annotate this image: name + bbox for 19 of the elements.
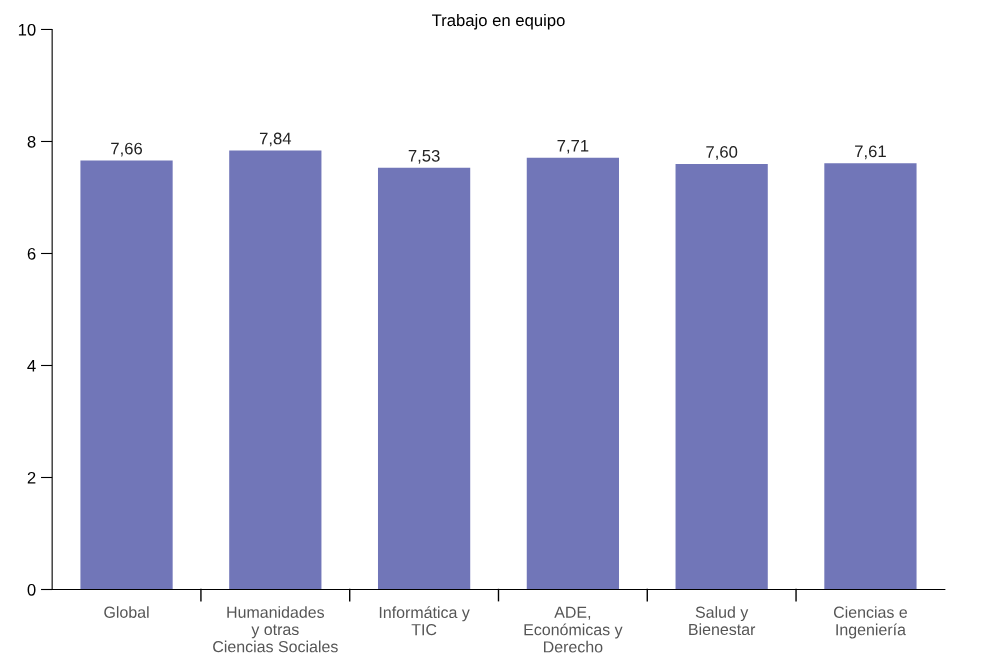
data-label: 7,53 [408, 149, 440, 164]
data-label: 7,84 [259, 132, 292, 147]
x-tick-label: Salud y Bienestar [689, 606, 756, 636]
y-tick-label: 4 [27, 360, 36, 372]
x-tick-label: Global [104, 606, 149, 618]
y-tick-label: 8 [27, 135, 36, 148]
x-tick-label: Ciencias e Ingeniería [833, 606, 908, 639]
y-tick-label: 6 [27, 247, 36, 260]
y-tick-label: 10 [18, 23, 36, 36]
x-tick-label: Humanidades y otras Ciencias Sociales [213, 606, 338, 653]
chart-title: Trabajo en equipo [432, 13, 565, 30]
data-label: 7,71 [557, 140, 589, 154]
y-tick-label: 0 [27, 583, 36, 596]
data-label: 7,61 [855, 145, 886, 160]
y-tick-label: 2 [27, 471, 36, 484]
data-label: 7,66 [111, 142, 143, 157]
x-tick-label: ADE, Económicas y Derecho [524, 606, 623, 653]
x-tick-label: Informática y TIC [379, 606, 470, 636]
data-label: 7,60 [706, 146, 738, 160]
